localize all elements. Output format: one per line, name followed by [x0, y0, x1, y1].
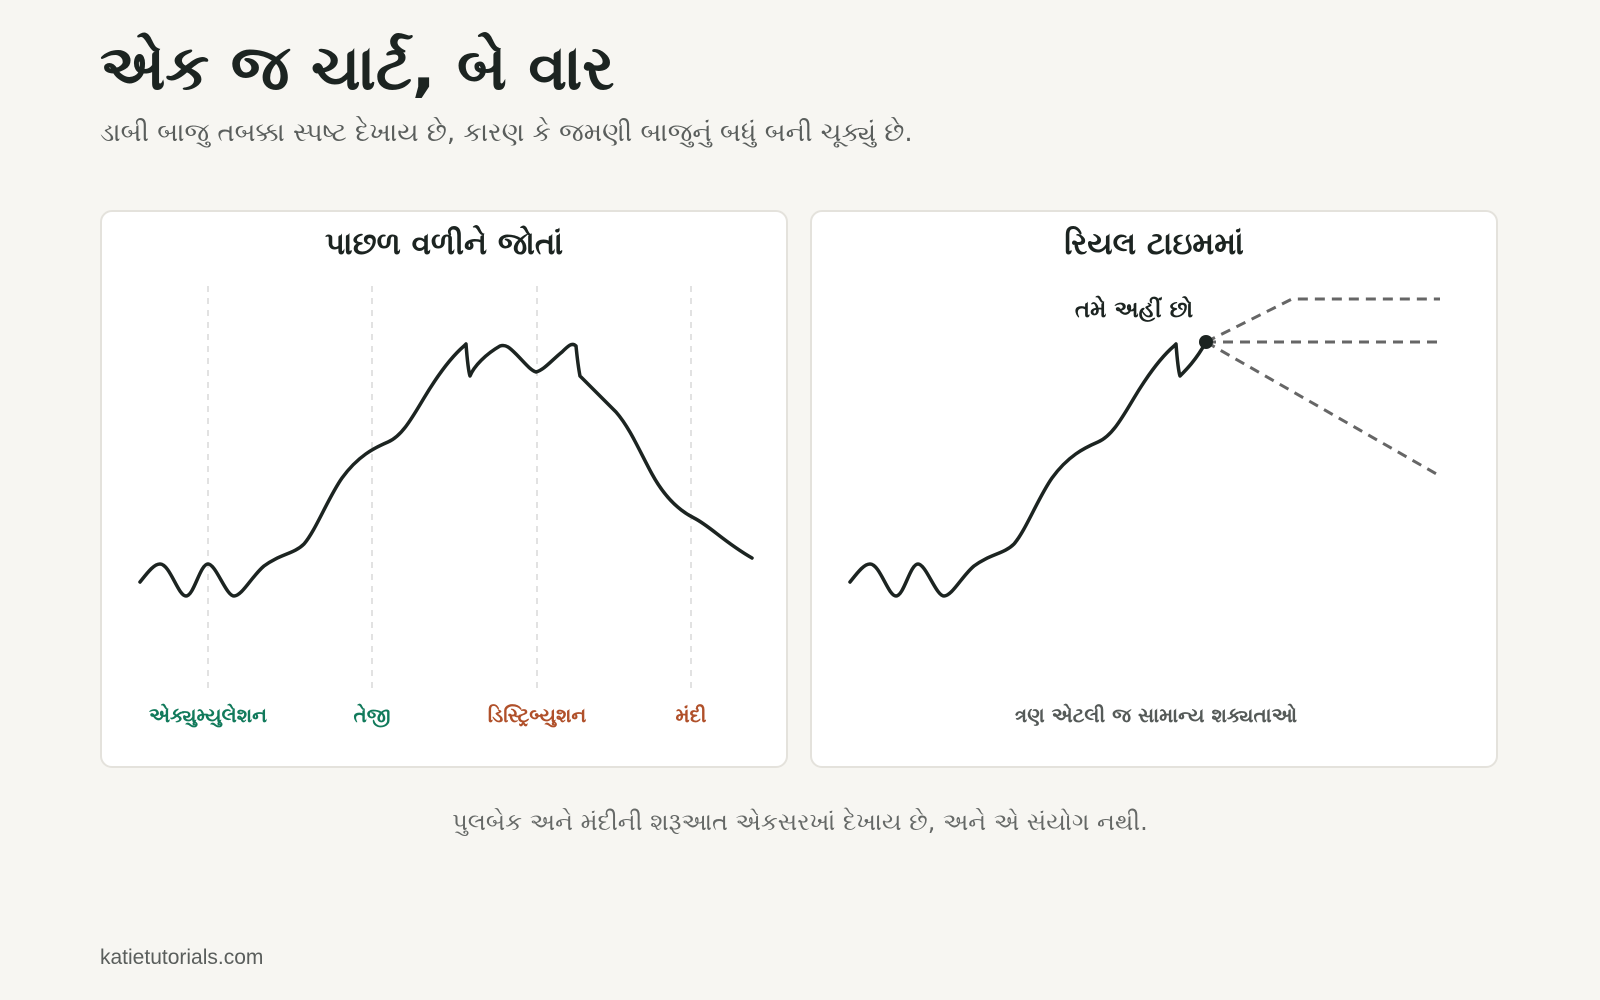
- phase-labels: એક્યુમ્યુલેશન તેજી ડિસ્ટ્રિબ્યુશન મંદી: [149, 703, 707, 728]
- scenario-line-up: [1205, 297, 1440, 344]
- phase-label: મંદી: [675, 703, 706, 727]
- phase-label: તેજી: [354, 703, 391, 728]
- realtime-panel: રિયલ ટાઇમમાં તમે અહીં છો ત્રણ એટલી જ સામ…: [810, 210, 1498, 768]
- phase-label: એક્યુમ્યુલેશન: [149, 703, 267, 728]
- realtime-panel-title: રિયલ ટાઇમમાં: [1064, 226, 1244, 262]
- site-credit: katietutorials.com: [100, 946, 264, 969]
- realtime-chart: તમે અહીં છો ત્રણ એટલી જ સામાન્ય શક્યતાઓ: [848, 295, 1441, 727]
- scenario-line-down: [1205, 340, 1441, 478]
- price-line: [848, 340, 1208, 598]
- price-line: [138, 342, 754, 598]
- footnote: પુલબેક અને મંદીની શરૂઆત એકસરખાં દેખાય છે…: [452, 808, 1148, 836]
- hindsight-chart: [138, 286, 754, 688]
- hindsight-panel: પાછળ વળીને જોતાં એક્યુમ્યુલેશન તેજી ડિસ્ટ્…: [100, 210, 788, 768]
- page-subtitle: ડાબી બાજુ તબક્કા સ્પષ્ટ દેખાય છે, કારણ ક…: [100, 118, 913, 148]
- phase-label: ડિસ્ટ્રિબ્યુશન: [488, 703, 587, 728]
- hindsight-panel-title: પાછળ વળીને જોતાં: [324, 226, 564, 262]
- you-are-here-marker: [1199, 335, 1213, 349]
- page-title: એક જ ચાર્ટ, બે વાર: [100, 31, 615, 104]
- scenarios-caption: ત્રણ એટલી જ સામાન્ય શક્યતાઓ: [1015, 703, 1298, 727]
- you-are-here-label: તમે અહીં છો: [1075, 295, 1193, 323]
